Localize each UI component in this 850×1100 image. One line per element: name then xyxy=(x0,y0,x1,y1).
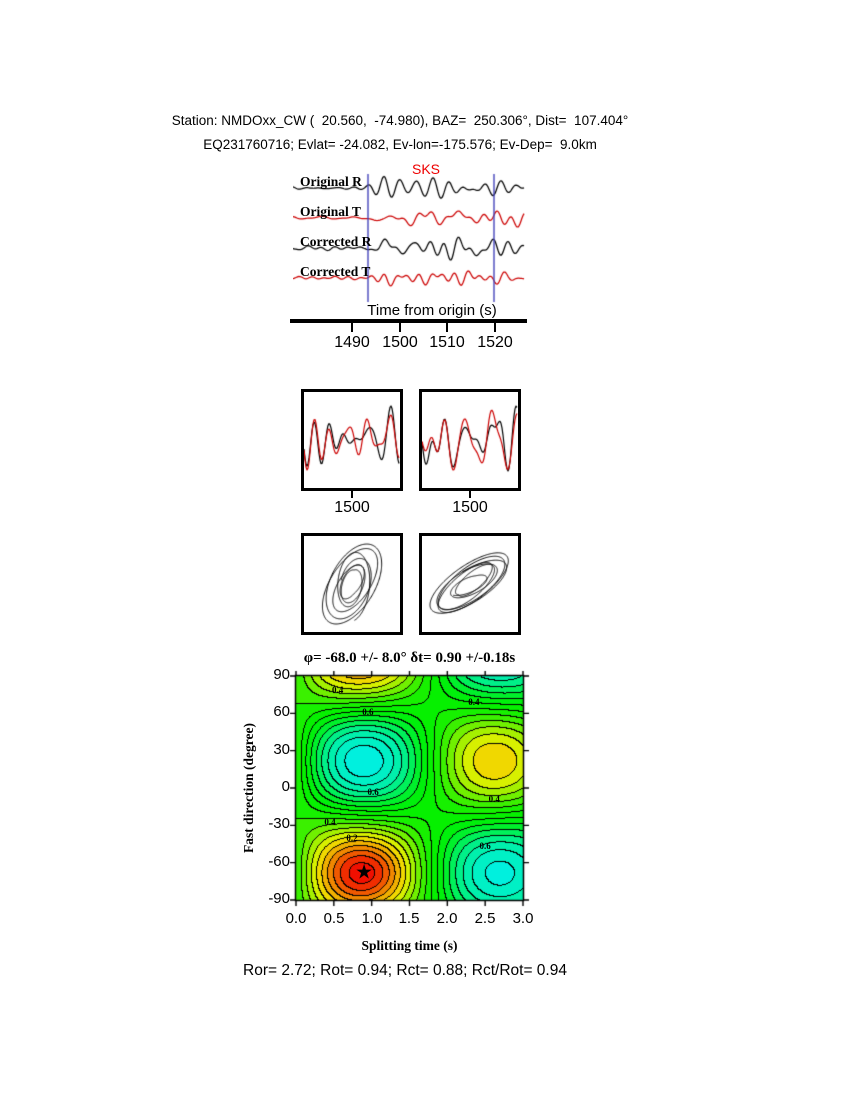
particle-motion-canvas-1 xyxy=(304,536,400,632)
time-tick-label: 1520 xyxy=(477,334,513,351)
y-tick-label: -30 xyxy=(268,815,290,832)
y-tick-label: -60 xyxy=(268,853,290,870)
time-tick-label: 1500 xyxy=(382,334,418,351)
y-tick-label: 0 xyxy=(281,778,290,795)
contour-label: 0.4 xyxy=(324,816,336,827)
x-tick-label: 2.5 xyxy=(474,910,496,927)
contour-label: 0.6 xyxy=(479,841,491,852)
window-waveform-panel-2 xyxy=(419,389,521,491)
window-waveform-panel-1 xyxy=(301,389,403,491)
time-axis-tick xyxy=(351,323,353,332)
time-axis-tick xyxy=(446,323,448,332)
trace-label-original-r: Original R xyxy=(300,174,362,189)
contour-label: 0.4 xyxy=(488,794,500,805)
time-axis-tick xyxy=(494,323,496,332)
y-tick-label: 90 xyxy=(273,666,290,683)
y-tick-label: 60 xyxy=(273,703,290,720)
seismogram-canvas xyxy=(293,166,525,308)
window-panel-tick xyxy=(351,491,353,498)
event-subtitle: EQ231760716; Evlat= -24.082, Ev-lon=-175… xyxy=(203,137,597,152)
time-axis-tick xyxy=(399,323,401,332)
x-tick-label: 0.0 xyxy=(285,910,307,927)
window-panel-tick-label: 1500 xyxy=(452,499,488,516)
trace-label-corrected-r: Corrected R xyxy=(300,234,372,249)
station-title: Station: NMDOxx_CW ( 20.560, -74.980), B… xyxy=(171,113,629,128)
particle-motion-canvas-2 xyxy=(422,536,518,632)
x-tick-label: 3.0 xyxy=(512,910,534,927)
time-tick-label: 1490 xyxy=(334,334,370,351)
time-axis-title: Time from origin (s) xyxy=(367,302,497,319)
x-tick-label: 1.0 xyxy=(361,910,383,927)
x-tick-label: 1.5 xyxy=(398,910,420,927)
x-tick-label: 0.5 xyxy=(323,910,345,927)
contour-label: 0.6 xyxy=(362,707,374,718)
contour-label: 0.4 xyxy=(331,684,344,695)
time-axis-line xyxy=(290,319,527,323)
contour-label: 0.6 xyxy=(367,786,379,797)
particle-motion-panel-1 xyxy=(301,533,403,635)
trace-label-corrected-t: Corrected T xyxy=(300,264,371,279)
y-tick-label: -90 xyxy=(268,890,290,907)
particle-motion-panel-2 xyxy=(419,533,521,635)
energy-map-xlabel: Splitting time (s) xyxy=(361,938,458,953)
energy-map-title: φ= -68.0 +/- 8.0° δt= 0.90 +/-0.18s xyxy=(303,650,516,666)
result-stats: Ror= 2.72; Rot= 0.94; Rct= 0.88; Rct/Rot… xyxy=(243,962,567,979)
window-panel-tick-label: 1500 xyxy=(334,499,370,516)
time-tick-label: 1510 xyxy=(429,334,465,351)
window-waveform-canvas-1 xyxy=(304,392,400,488)
phase-label-sks: SKS xyxy=(412,161,441,177)
contour-label: 0.4 xyxy=(468,697,480,708)
contour-label: 0.2 xyxy=(346,832,358,843)
y-tick-label: 30 xyxy=(273,741,290,758)
window-waveform-canvas-2 xyxy=(422,392,518,488)
energy-map-canvas xyxy=(286,668,531,908)
x-tick-label: 2.0 xyxy=(436,910,458,927)
best-solution-star-icon: ★ xyxy=(355,861,374,884)
window-panel-tick xyxy=(469,491,471,498)
trace-label-original-t: Original T xyxy=(300,204,361,219)
